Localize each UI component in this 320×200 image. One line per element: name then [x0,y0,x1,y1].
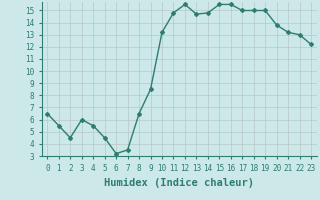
X-axis label: Humidex (Indice chaleur): Humidex (Indice chaleur) [104,178,254,188]
